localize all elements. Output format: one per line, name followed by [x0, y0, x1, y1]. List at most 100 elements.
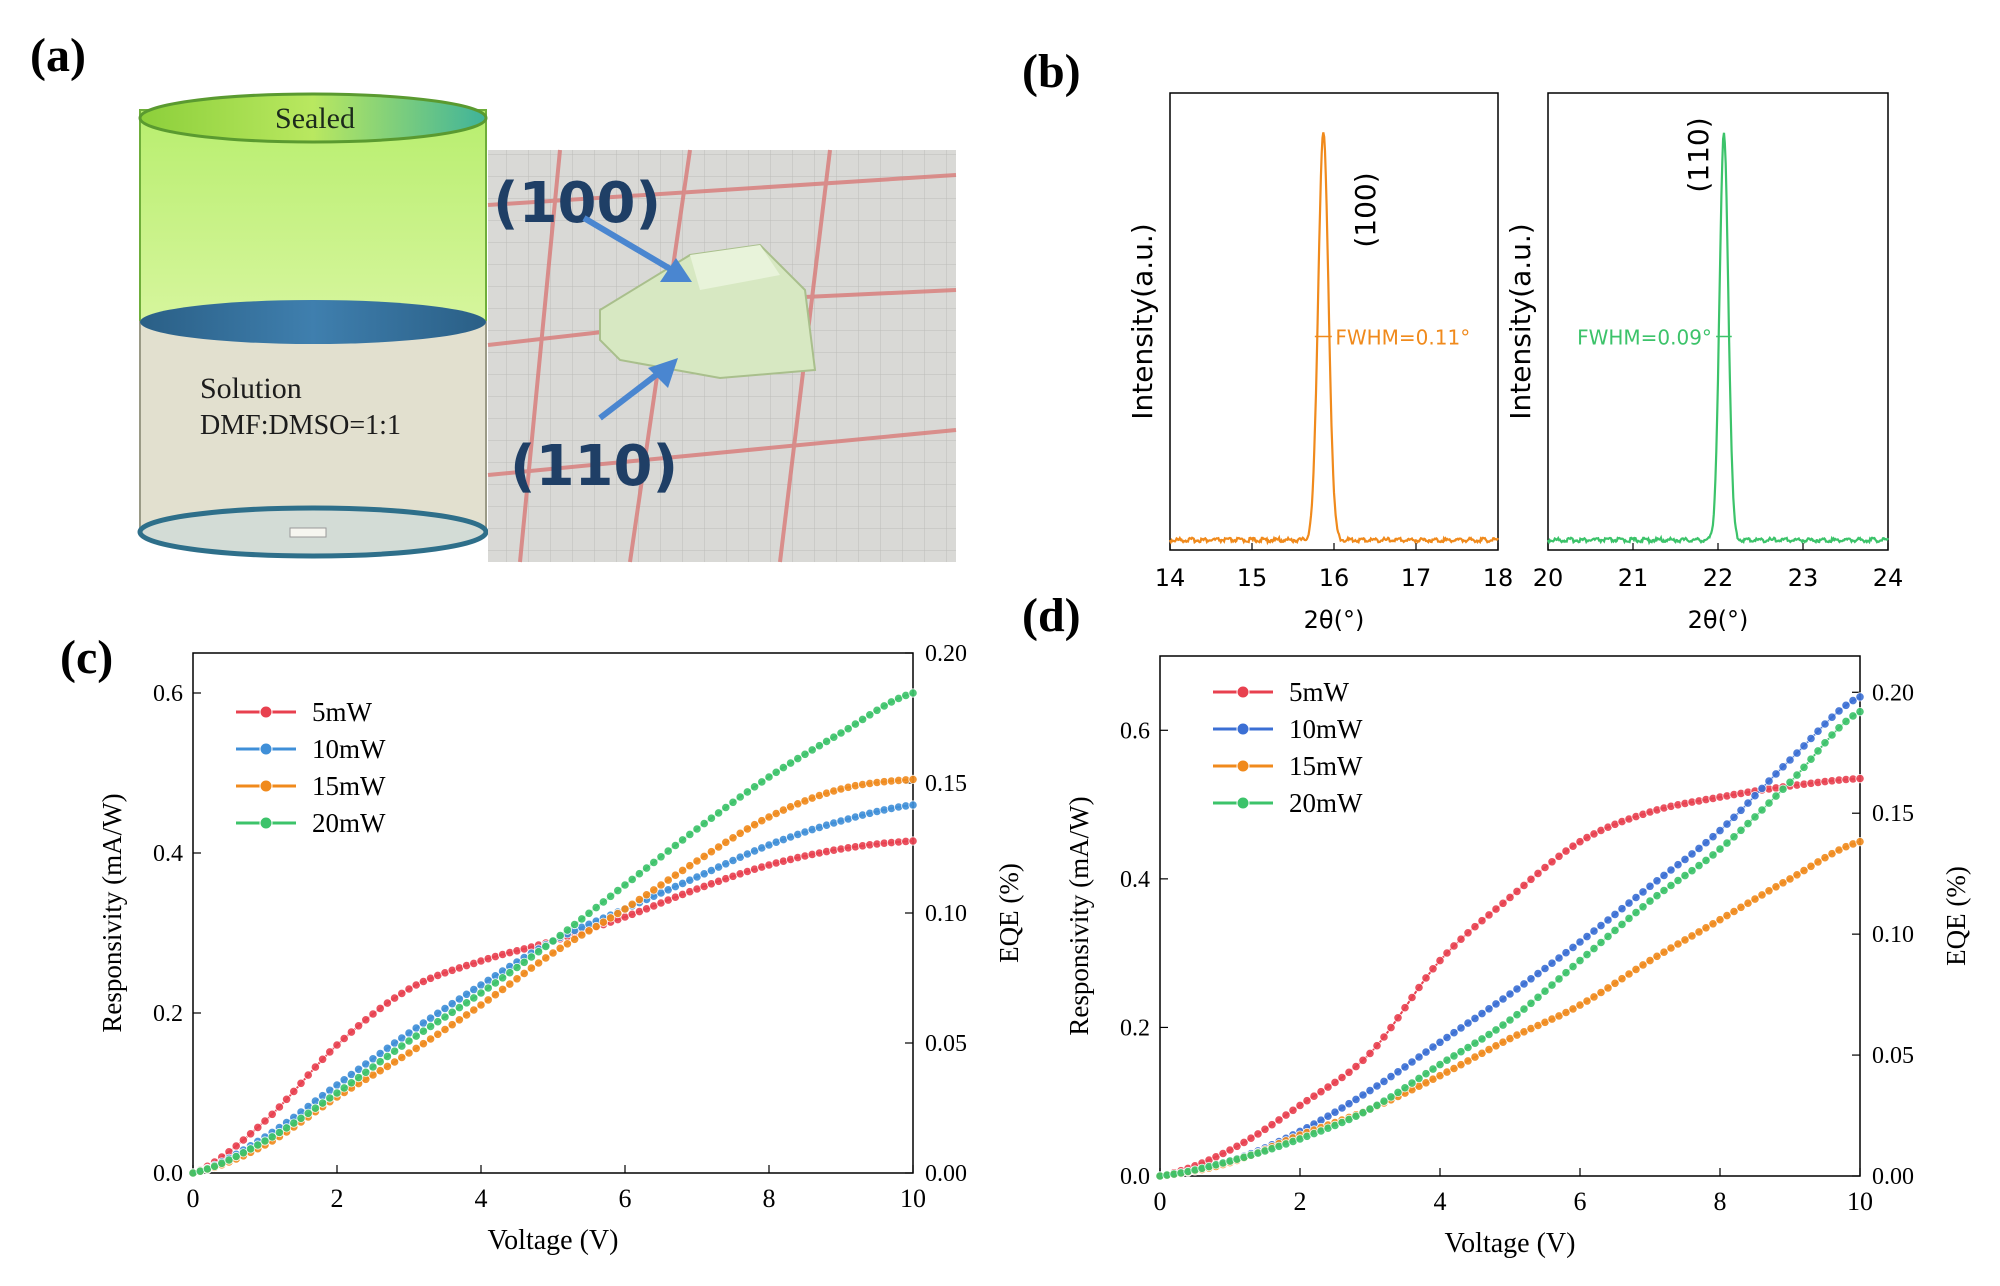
data-point — [339, 1033, 349, 1044]
data-point — [1841, 716, 1851, 727]
data-point — [267, 1132, 277, 1142]
data-point — [389, 993, 400, 1003]
data-point — [397, 988, 407, 999]
data-point — [1554, 953, 1564, 963]
data-point — [1372, 1041, 1382, 1051]
data-point — [1491, 1025, 1501, 1035]
data-point — [1463, 1042, 1473, 1053]
data-point — [1834, 723, 1844, 733]
data-point — [728, 797, 738, 807]
data-point — [1400, 1003, 1410, 1013]
data-point — [1477, 916, 1487, 926]
data-point — [641, 863, 652, 873]
data-point — [1484, 1029, 1494, 1040]
data-point — [332, 1040, 342, 1050]
legend-marker — [1236, 685, 1250, 699]
data-point — [469, 993, 479, 1003]
data-point — [1533, 992, 1543, 1002]
data-point — [764, 812, 774, 822]
xrd-chart-100: 14 15 16 17 18 2θ(°) Intensity(a.u.) FWHM=0.11°… — [1126, 92, 1513, 634]
data-point — [541, 953, 551, 963]
data-point — [865, 710, 875, 720]
data-point — [1806, 733, 1816, 744]
data-point — [721, 802, 731, 813]
data-point — [1799, 762, 1809, 772]
data-point — [742, 824, 753, 834]
data-point — [1477, 1048, 1487, 1058]
data-point — [663, 846, 673, 856]
data-point — [1715, 825, 1725, 836]
data-point — [1771, 882, 1781, 892]
data-point — [281, 1094, 292, 1104]
data-point — [699, 818, 709, 829]
data-point — [1659, 885, 1669, 896]
data-point — [519, 957, 529, 967]
x-tick-label: 22 — [1703, 564, 1734, 592]
data-point — [627, 899, 637, 909]
y2-tick-label: 0.00 — [1872, 1164, 1914, 1190]
x-tick-label: 6 — [1574, 1187, 1587, 1216]
data-point — [1512, 984, 1522, 994]
data-point — [1449, 1063, 1459, 1074]
data-point — [274, 1102, 284, 1112]
data-point — [425, 1034, 436, 1044]
data-point — [656, 880, 666, 890]
data-point — [1449, 1028, 1459, 1038]
data-point — [620, 880, 630, 890]
x-tick-label: 2 — [331, 1184, 344, 1213]
data-point — [296, 1078, 306, 1088]
data-point — [461, 1010, 472, 1020]
data-point — [1246, 1133, 1256, 1143]
data-point — [1820, 853, 1830, 863]
data-point — [591, 921, 601, 932]
data-point — [1442, 1032, 1452, 1043]
plot-frame — [1159, 655, 1861, 1177]
data-point — [303, 1070, 313, 1080]
data-point — [1680, 870, 1690, 881]
data-point — [1456, 1060, 1466, 1070]
data-point — [1750, 791, 1760, 801]
legend-marker — [1236, 796, 1250, 810]
data-point — [246, 1129, 256, 1139]
data-point — [325, 1093, 335, 1103]
x-tick-label: 8 — [1714, 1187, 1727, 1216]
data-point — [382, 1061, 392, 1072]
x-tick-label: 14 — [1155, 564, 1186, 592]
data-point — [497, 973, 508, 983]
data-point — [1379, 1096, 1389, 1106]
data-point — [1638, 887, 1648, 897]
data-point — [1701, 838, 1711, 848]
data-point — [1386, 1092, 1396, 1102]
data-point — [1575, 1000, 1585, 1010]
y2-tick-label: 0.10 — [1872, 922, 1914, 948]
data-point — [677, 835, 688, 845]
y2-tick-label: 0.20 — [1872, 680, 1914, 706]
data-point — [1484, 1045, 1494, 1055]
data-point — [1337, 1072, 1347, 1083]
data-point — [310, 1062, 320, 1072]
data-point — [454, 1015, 464, 1025]
data-point — [1708, 850, 1718, 860]
data-point — [1694, 843, 1704, 854]
data-point — [677, 865, 688, 876]
data-point — [1771, 769, 1781, 779]
data-point — [1652, 951, 1662, 961]
data-point — [353, 1073, 364, 1083]
y2-tick-label: 0.05 — [1872, 1043, 1914, 1069]
data-point — [1519, 880, 1529, 891]
data-point — [577, 930, 587, 940]
data-point — [1456, 934, 1466, 944]
data-point — [1729, 832, 1739, 842]
data-point — [1519, 979, 1529, 989]
data-point — [375, 1066, 385, 1076]
y-tick-label: 0.2 — [1120, 1015, 1150, 1041]
data-point — [1470, 922, 1480, 932]
data-point — [1414, 1052, 1424, 1062]
data-point — [512, 962, 522, 973]
data-point — [1533, 868, 1543, 879]
data-point — [1281, 1110, 1291, 1120]
legend-marker — [259, 816, 273, 830]
data-point — [1827, 849, 1837, 859]
data-point — [670, 840, 681, 851]
data-point — [310, 1103, 320, 1113]
